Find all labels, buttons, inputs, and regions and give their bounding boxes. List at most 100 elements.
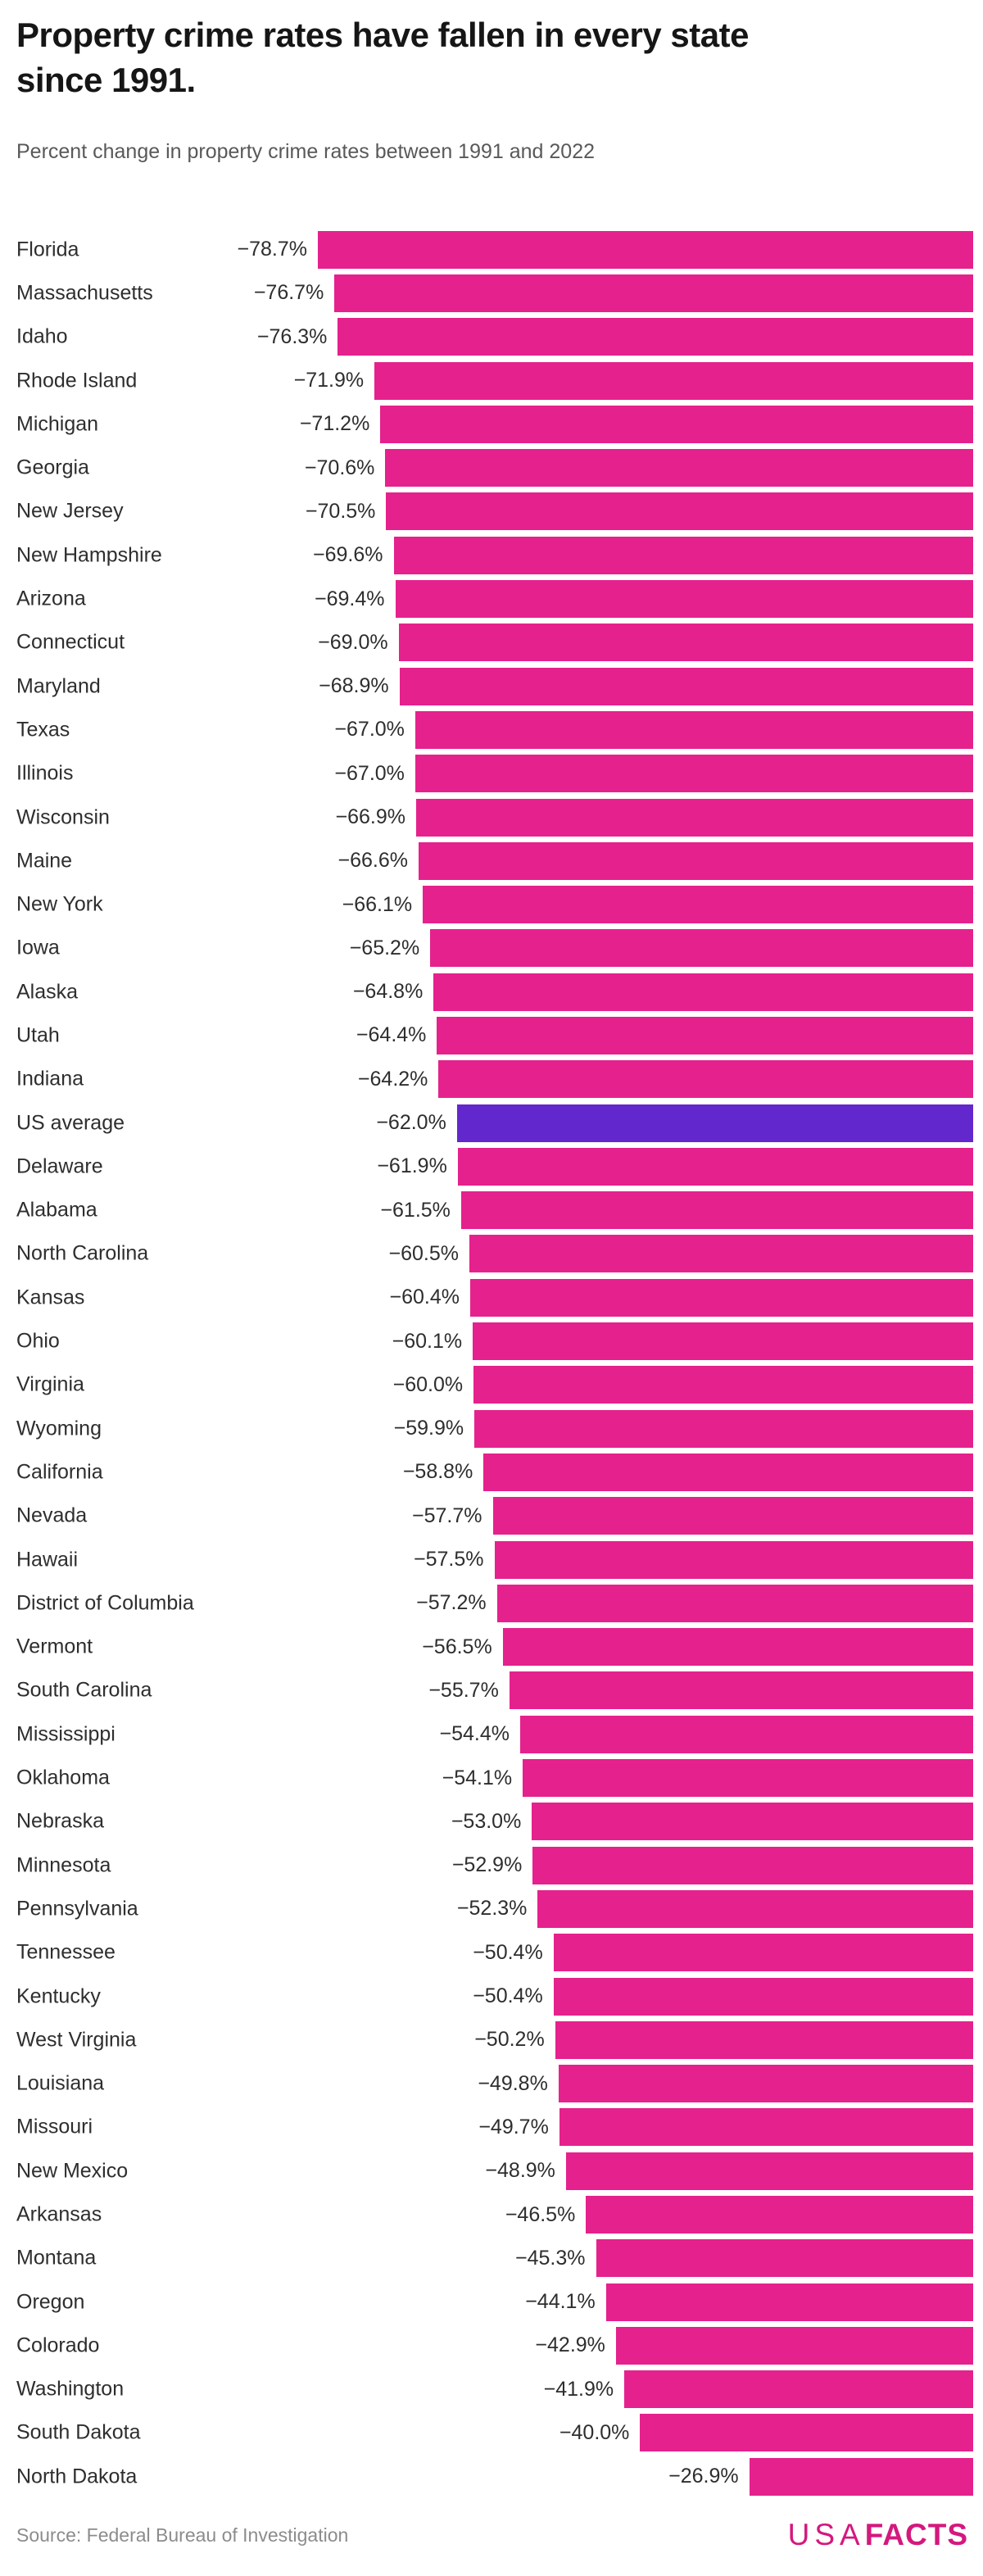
bar-group: −69.0% (318, 624, 973, 662)
category-label: Pennsylvania (16, 1897, 138, 1921)
category-label: Alabama (16, 1198, 97, 1222)
bar-group: −57.5% (414, 1540, 973, 1579)
bar-group: −55.7% (428, 1671, 973, 1710)
bar-group: −60.4% (389, 1278, 973, 1317)
bar (380, 405, 973, 443)
category-label: South Carolina (16, 1678, 152, 1702)
chart-row: Arizona −69.4% (0, 577, 983, 620)
bar (523, 1759, 973, 1798)
value-label: −60.1% (392, 1329, 463, 1353)
value-label: −45.3% (515, 2246, 586, 2270)
category-label: District of Columbia (16, 1591, 194, 1615)
bar (430, 929, 973, 968)
category-label: Michigan (16, 412, 99, 436)
bar-chart: Florida −78.7% Massachusetts −76.7% Idaho −76… (0, 228, 983, 2498)
chart-row: Kansas −60.4% (0, 1276, 983, 1319)
bar (492, 1497, 973, 1535)
category-label: Minnesota (16, 1853, 111, 1877)
value-label: −52.9% (451, 1853, 523, 1877)
bar (457, 1147, 973, 1186)
bar-group: −60.0% (393, 1366, 973, 1404)
bar (624, 2370, 973, 2409)
value-label: −71.9% (293, 369, 365, 392)
chart-row: Vermont −56.5% (0, 1626, 983, 1669)
bar-group: −71.9% (293, 361, 973, 400)
chart-row: California −58.8% (0, 1450, 983, 1494)
bar-group: −49.7% (478, 2108, 973, 2147)
bar-group: −50.2% (474, 2020, 973, 2059)
usafacts-logo: USA FACTS (788, 2518, 968, 2552)
chart-row: Maine −66.6% (0, 839, 983, 882)
bar (615, 2326, 973, 2365)
value-label: −61.5% (380, 1198, 451, 1222)
chart-row: Pennsylvania −52.3% (0, 1887, 983, 1930)
bar-group: −59.9% (394, 1409, 973, 1448)
value-label: −52.3% (456, 1897, 528, 1921)
category-label: New Jersey (16, 499, 124, 523)
chart-row: Louisiana −49.8% (0, 2061, 983, 2105)
category-label: Oregon (16, 2290, 85, 2314)
value-label: −55.7% (428, 1678, 499, 1702)
value-label: −61.9% (377, 1154, 447, 1178)
bar (437, 1016, 973, 1054)
bar-group: −56.5% (422, 1628, 973, 1667)
value-label: −66.9% (335, 805, 406, 828)
chart-row: Indiana −64.2% (0, 1058, 983, 1101)
chart-row: Arkansas −46.5% (0, 2193, 983, 2236)
category-label: Oklahoma (16, 1766, 110, 1789)
chart-row: Florida −78.7% (0, 228, 983, 271)
bar (605, 2283, 973, 2321)
category-label: South Dakota (16, 2420, 141, 2444)
value-label: −64.2% (357, 1067, 428, 1091)
chart-row: Wisconsin −66.9% (0, 796, 983, 839)
value-label: −53.0% (451, 1809, 522, 1833)
value-label: −40.0% (559, 2420, 630, 2444)
bar-group: −54.4% (440, 1715, 973, 1753)
value-label: −26.9% (668, 2465, 739, 2488)
bar (399, 667, 973, 705)
bar-group: −64.2% (357, 1060, 973, 1099)
bar-group: −69.4% (315, 580, 973, 619)
value-label: −66.1% (342, 892, 413, 916)
bar (393, 536, 973, 574)
value-label: −64.4% (356, 1023, 427, 1047)
bar (640, 2414, 973, 2452)
bar-group: −50.4% (473, 1934, 973, 1972)
chart-row: Oklahoma −54.1% (0, 1756, 983, 1799)
chart-row: Tennessee −50.4% (0, 1931, 983, 1975)
category-label: Montana (16, 2246, 97, 2270)
bar (414, 710, 973, 749)
value-label: −56.5% (422, 1635, 492, 1658)
bar (553, 1977, 973, 2016)
value-label: −60.4% (389, 1286, 460, 1309)
value-label: −60.0% (392, 1372, 464, 1396)
chart-row: Maryland −68.9% (0, 664, 983, 708)
value-label: −44.1% (525, 2290, 596, 2314)
category-label: Tennessee (16, 1940, 116, 1964)
category-label: Vermont (16, 1635, 93, 1658)
category-label: Florida (16, 238, 79, 261)
bar (509, 1671, 973, 1710)
bar-group: −66.6% (338, 841, 973, 880)
bar (318, 230, 973, 269)
chart-row: Missouri −49.7% (0, 2106, 983, 2149)
value-label: −69.6% (313, 543, 383, 567)
chart-row: Nebraska −53.0% (0, 1800, 983, 1844)
page-title: Property crime rates have fallen in ever… (16, 13, 970, 102)
chart-row: New Mexico −48.9% (0, 2149, 983, 2193)
category-label: Colorado (16, 2333, 100, 2357)
value-label: −48.9% (485, 2159, 555, 2183)
bar (386, 492, 973, 531)
bar-group: −71.2% (300, 405, 973, 443)
value-label: −50.2% (474, 2028, 545, 2052)
value-label: −68.9% (319, 674, 389, 698)
value-label: −78.7% (237, 238, 308, 261)
bar-us-average (456, 1104, 973, 1142)
chart-row: Illinois −67.0% (0, 752, 983, 796)
category-label: Georgia (16, 456, 89, 479)
value-label: −42.9% (535, 2333, 605, 2357)
bar-group: −66.9% (335, 798, 973, 837)
chart-row: US average −62.0% (0, 1101, 983, 1145)
chart-row: Georgia −70.6% (0, 446, 983, 489)
